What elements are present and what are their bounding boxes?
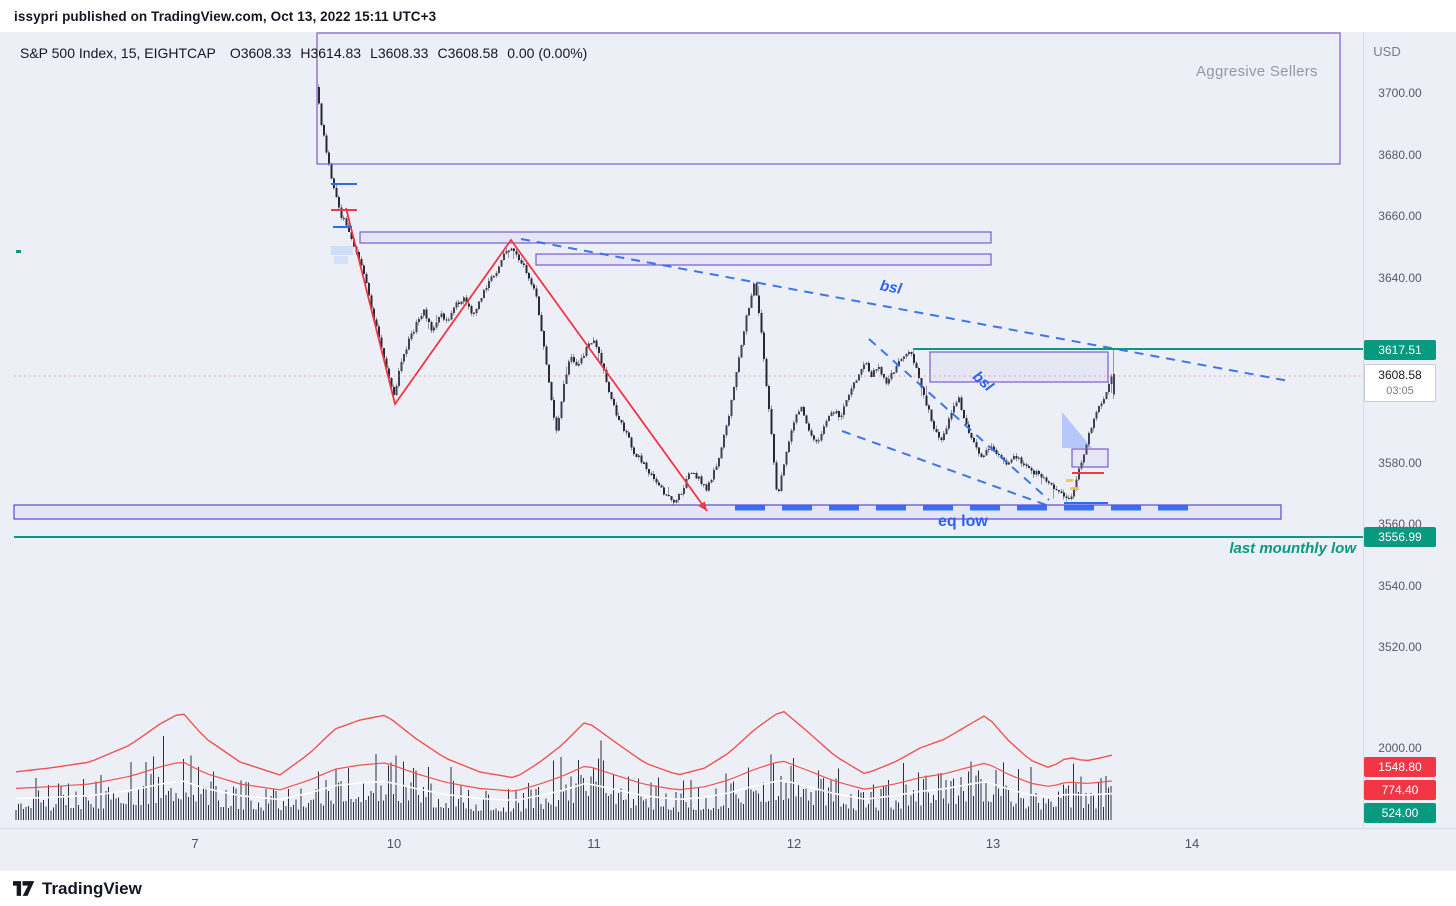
symbol-title: S&P 500 Index, 15, EIGHTCAP — [20, 45, 216, 61]
bsl-zone — [929, 351, 1109, 383]
price-tick-3680.00: 3680.00 — [1378, 148, 1422, 162]
chart-area[interactable]: S&P 500 Index, 15, EIGHTCAP O3608.33 H3614… — [0, 32, 1456, 871]
footer-bar: TradingView — [0, 871, 1456, 906]
publish-text: issypri published on TradingView.com, Oc… — [14, 8, 437, 24]
currency-label: USD — [1373, 44, 1401, 59]
last-price-value: 3608.58 — [1378, 368, 1422, 382]
price-tick-3640.00: 3640.00 — [1378, 271, 1422, 285]
time-tick-11: 11 — [587, 836, 601, 851]
ohlc-high: H3614.83 — [300, 45, 362, 61]
tradingview-logo-icon — [13, 881, 35, 896]
aggressive-sellers-label: Aggresive Sellers — [1196, 63, 1318, 80]
price-tick-3660.00: 3660.00 — [1378, 209, 1422, 223]
last-monthly-low-label: last mounthly low — [1229, 540, 1356, 557]
price-tick-3700.00: 3700.00 — [1378, 86, 1422, 100]
red-zigzag-arrowhead — [698, 501, 707, 511]
eq-low-zone — [13, 504, 1282, 520]
wedge-upper — [868, 338, 1050, 501]
left-edge-mark — [16, 250, 21, 253]
ohlc-open: O3608.33 — [229, 45, 292, 61]
volume-upper-band — [15, 710, 1113, 779]
price-badge-524.00: 524.00 — [1364, 803, 1436, 823]
minor-zone — [1071, 448, 1109, 468]
bsl-label-upper: bsl — [878, 277, 903, 298]
volume-ma-line — [15, 779, 1113, 802]
supply-zone-1 — [359, 231, 992, 244]
price-tick-3520.00: 3520.00 — [1378, 640, 1422, 654]
volume-lower-band — [15, 760, 1113, 792]
highlight-2 — [334, 256, 348, 264]
volume-bars — [15, 736, 1112, 820]
candles-layer — [318, 84, 1115, 505]
last-price-badge: 3608.58 03:05 — [1364, 364, 1436, 402]
wedge-lower — [841, 430, 1050, 507]
candle-wicks — [318, 84, 1115, 505]
price-axis[interactable]: USD 3608.58 03:05 3700.00 3680.00 3660.00 3… — [1363, 32, 1456, 828]
time-axis[interactable]: 7 10 11 12 13 14 — [0, 828, 1363, 871]
price-badge-3556.99: 3556.99 — [1364, 527, 1436, 547]
ohlc-change: 0.00 (0.00%) — [507, 45, 588, 61]
time-tick-7: 7 — [191, 836, 199, 851]
tradingview-link[interactable]: TradingView — [13, 879, 142, 899]
blue-flag — [1062, 412, 1092, 448]
price-badge-774.40: 774.40 — [1364, 780, 1436, 800]
price-axis-border — [1363, 32, 1364, 828]
highlight-1 — [331, 246, 353, 255]
time-axis-border — [0, 828, 1456, 829]
time-tick-10: 10 — [386, 836, 402, 851]
volume-layer — [15, 710, 1113, 820]
publish-bar: issypri published on TradingView.com, Oc… — [0, 0, 1456, 32]
symbol-header: S&P 500 Index, 15, EIGHTCAP O3608.33 H3614… — [20, 45, 596, 61]
price-badge-1548.80: 1548.80 — [1364, 757, 1436, 777]
tradingview-wordmark: TradingView — [42, 878, 142, 898]
yellow-mark-2 — [1070, 487, 1079, 490]
ohlc-low: L3608.33 — [370, 45, 429, 61]
aggressive-sellers-zone — [316, 32, 1341, 165]
price-tick-2000.00: 2000.00 — [1378, 741, 1422, 755]
candle-bodies-down — [318, 86, 1070, 503]
ohlc-close: C3608.58 — [437, 45, 499, 61]
zones-layer — [13, 32, 1341, 520]
supply-zone-2 — [535, 253, 992, 266]
price-tick-3580.00: 3580.00 — [1378, 456, 1422, 470]
time-tick-14: 14 — [1184, 836, 1200, 851]
bsl-trendline-long — [520, 238, 1290, 382]
yellow-mark-1 — [1066, 479, 1073, 482]
price-tick-3540.00: 3540.00 — [1378, 579, 1422, 593]
price-badge-3617.51: 3617.51 — [1364, 340, 1436, 360]
levels-layer — [14, 348, 1364, 538]
time-tick-12: 12 — [786, 836, 802, 851]
time-tick-13: 13 — [985, 836, 1001, 851]
chart-canvas[interactable] — [0, 32, 1456, 871]
eq-low-label: eq low — [938, 513, 988, 530]
bar-countdown: 03:05 — [1386, 385, 1414, 397]
